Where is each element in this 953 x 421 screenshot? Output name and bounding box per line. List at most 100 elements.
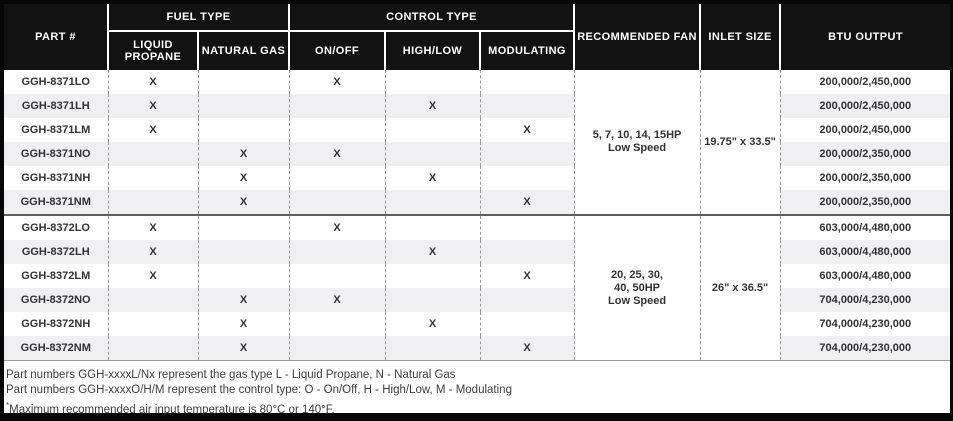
x-mark-cell: X — [288, 70, 386, 94]
x-mark-cell — [288, 336, 386, 361]
x-mark-cell: X — [479, 336, 575, 361]
x-mark-cell — [384, 70, 481, 94]
table-row: GGH-8372LH X X 603,000/4,480,000 — [4, 240, 951, 264]
fan-line: 20, 25, 30, — [611, 268, 664, 281]
part-cell: GGH-8372LO — [4, 214, 108, 240]
x-mark-cell: X — [197, 142, 290, 166]
btu-cell: 603,000/4,480,000 — [779, 240, 951, 264]
table-row: GGH-8371LM X X 200,000/2,450,000 — [4, 118, 951, 142]
col-group-fuel-type: FUEL TYPE — [108, 4, 291, 32]
table-row: GGH-8372NM X X 704,000/4,230,000 — [4, 336, 951, 361]
btu-cell: 200,000/2,350,000 — [779, 190, 951, 215]
part-cell: GGH-8372NO — [4, 288, 108, 312]
x-mark-cell — [197, 94, 290, 118]
table-row: GGH-8372NO X X 704,000/4,230,000 — [4, 288, 951, 312]
inlet-size-cell: 19.75" x 33.5" — [699, 70, 781, 215]
footnote-text: Maximum recommended air input temperatur… — [9, 403, 335, 416]
x-mark-cell — [107, 312, 198, 336]
x-mark-cell — [197, 264, 290, 288]
x-mark-cell — [288, 312, 386, 336]
table-row: GGH-8371LH X X 200,000/2,450,000 — [4, 94, 951, 118]
heater-spec-table: PART # FUEL TYPE CONTROL TYPE RECOMMENDE… — [4, 4, 951, 361]
x-mark-cell — [197, 70, 290, 94]
x-mark-cell — [479, 288, 575, 312]
x-mark-cell — [384, 118, 481, 142]
x-mark-cell — [479, 312, 575, 336]
x-mark-cell — [479, 166, 575, 190]
fan-line: 40, 50HP — [614, 281, 660, 294]
part-cell: GGH-8372LM — [21, 269, 91, 282]
x-mark-cell: X — [107, 94, 198, 118]
col-header-recommended-fan: RECOMMENDED FAN — [574, 4, 702, 70]
header-sub-row: LIQUID PROPANE NATURAL GAS ON/OFF HIGH/L… — [4, 31, 950, 70]
btu-cell: 704,000/4,230,000 — [779, 336, 951, 361]
x-mark-cell: X — [479, 190, 575, 215]
footnote-line: *Maximum recommended air input temperatu… — [6, 398, 946, 418]
table-row: GGH-8371LO X X 5, 7, 10, 14, 15HP Low Sp… — [4, 70, 951, 215]
x-mark-cell: X — [288, 142, 386, 166]
x-mark-cell — [479, 142, 575, 166]
col-header-btu-output: BTU OUTPUT — [780, 4, 951, 70]
footnote-line: Part numbers GGH-xxxxL/Nx represent the … — [6, 369, 456, 381]
x-mark-cell: X — [384, 166, 481, 190]
part-cell: GGH-8372LH — [4, 240, 108, 264]
x-mark-cell — [197, 214, 290, 240]
x-mark-cell: X — [197, 288, 290, 312]
btu-cell: 200,000/2,450,000 — [779, 118, 951, 142]
x-mark-cell: X — [197, 190, 290, 215]
col-group-control-type: CONTROL TYPE — [289, 4, 576, 32]
part-cell: GGH-8371NM — [4, 190, 108, 215]
part-cell: GGH-8372NM — [4, 336, 108, 361]
x-mark-cell — [288, 166, 386, 190]
recommended-fan-cell: 5, 7, 10, 14, 15HP Low Speed — [573, 70, 701, 215]
col-header-part: PART # — [4, 4, 109, 70]
part-cell: GGH-8371NO — [4, 142, 108, 166]
table-row: GGH-8371NO X X 200,000/2,350,000 — [4, 142, 951, 166]
x-mark-cell — [107, 288, 198, 312]
spec-sheet: PART # FUEL TYPE CONTROL TYPE RECOMMENDE… — [4, 4, 951, 416]
x-mark-cell — [384, 264, 481, 288]
x-mark-cell: X — [384, 312, 481, 336]
col-header-liquid-propane: LIQUID PROPANE — [108, 31, 199, 70]
x-mark-cell: X — [107, 214, 198, 240]
x-mark-cell: X — [107, 70, 198, 94]
x-mark-cell: X — [197, 336, 290, 361]
x-mark-cell — [107, 142, 198, 166]
fan-line: Low Speed — [608, 142, 667, 154]
table-row: GGH-8372LO X X 20, 25, 30, 40, 50HP Low … — [4, 214, 951, 361]
col-header-natural-gas: NATURAL GAS — [198, 31, 291, 70]
x-mark-cell — [107, 336, 198, 361]
x-mark-cell: X — [197, 312, 290, 336]
x-mark-cell — [288, 190, 386, 215]
table-row: GGH-8372LM X X 603,000/4,480,000 — [4, 264, 951, 288]
x-mark-cell — [288, 240, 386, 264]
x-mark-cell: X — [384, 240, 481, 264]
x-mark-cell: X — [107, 118, 198, 142]
footnote-line: Part numbers GGH-xxxxO/H/M represent the… — [6, 384, 512, 396]
x-mark-cell — [384, 214, 481, 240]
x-mark-cell — [288, 264, 386, 288]
btu-cell: 200,000/2,450,000 — [779, 70, 951, 94]
table-row: GGH-8372NH X X 704,000/4,230,000 — [4, 312, 951, 336]
x-mark-cell: X — [107, 240, 198, 264]
table-header: PART # FUEL TYPE CONTROL TYPE RECOMMENDE… — [4, 4, 951, 70]
x-mark-cell — [384, 142, 481, 166]
x-mark-cell: X — [197, 166, 290, 190]
x-mark-cell — [107, 190, 198, 215]
header-group-row: PART # FUEL TYPE CONTROL TYPE RECOMMENDE… — [4, 4, 951, 70]
x-mark-cell — [384, 336, 481, 361]
x-mark-cell — [384, 190, 481, 215]
btu-cell: 704,000/4,230,000 — [779, 288, 951, 312]
part-cell: GGH-8371LH — [4, 94, 108, 118]
col-header-high-low: HIGH/LOW — [385, 31, 482, 70]
x-mark-cell — [479, 214, 575, 240]
x-mark-cell — [479, 240, 575, 264]
x-mark-cell — [384, 288, 481, 312]
inlet-size-cell: 26" x 36.5" — [699, 214, 781, 361]
recommended-fan-cell: 20, 25, 30, 40, 50HP Low Speed — [573, 214, 701, 361]
x-mark-cell: X — [107, 264, 198, 288]
x-mark-cell — [197, 118, 290, 142]
fan-line: 5, 7, 10, 14, 15HP — [592, 129, 682, 141]
x-mark-cell: X — [288, 214, 386, 240]
x-mark-cell — [479, 70, 575, 94]
